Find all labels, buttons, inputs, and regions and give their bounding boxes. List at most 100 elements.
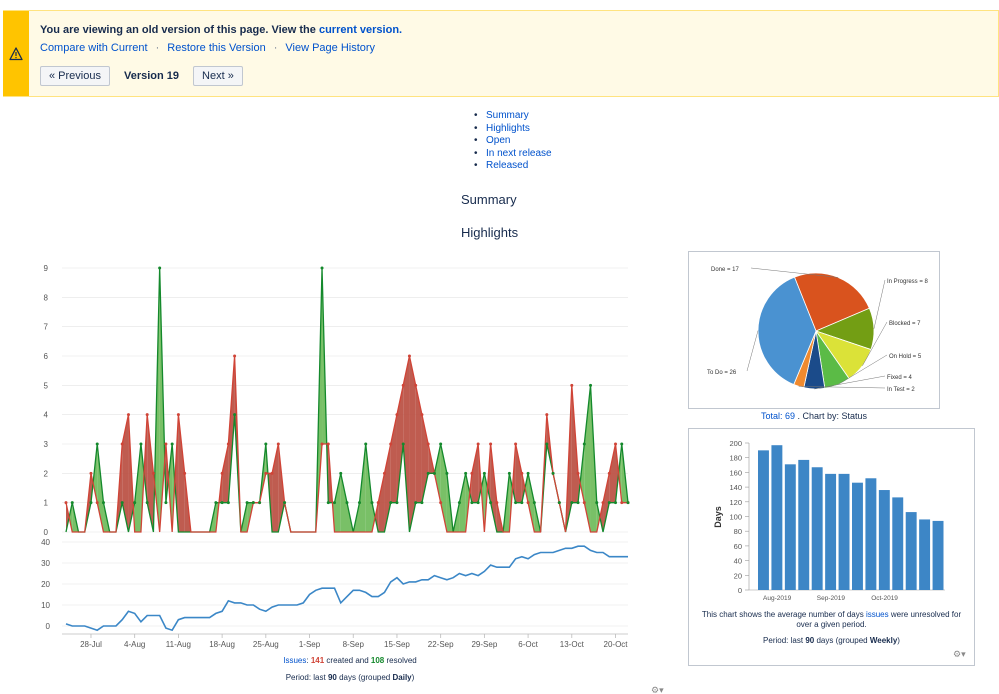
y-tick-label: 2	[44, 469, 49, 478]
created-text: created and	[326, 656, 369, 665]
y-tick-label: 100	[729, 513, 742, 522]
area-segment	[409, 356, 416, 532]
bar-chart-caption: This chart shows the average number of d…	[697, 610, 966, 630]
created-point	[389, 442, 393, 446]
view-page-history-link[interactable]: View Page History	[285, 42, 376, 54]
pie-slice-label: On Hold = 5	[889, 354, 922, 360]
banner-message: You are viewing an old version of this p…	[40, 24, 402, 36]
resolved-point	[226, 501, 230, 505]
resolved-point	[482, 471, 486, 475]
version-label: Version 19	[123, 70, 180, 82]
area-segment	[340, 473, 347, 532]
previous-version-button[interactable]: « Previous	[40, 66, 110, 86]
restore-version-link[interactable]: Restore this Version	[167, 42, 266, 54]
resolved-point	[439, 442, 443, 446]
resolved-point	[582, 442, 586, 446]
x-tick-label: 22-Sep	[428, 640, 454, 649]
bar	[798, 459, 810, 590]
y-tick-label: 3	[44, 440, 49, 449]
resolved-point	[545, 442, 549, 446]
created-point	[545, 413, 549, 417]
bar	[878, 490, 890, 590]
banner-message-text: You are viewing an old version of this p…	[40, 24, 316, 36]
resolved-point	[576, 501, 580, 505]
resolved-point	[489, 501, 493, 505]
resolved-point	[520, 501, 524, 505]
gear-icon[interactable]: ⚙▾	[651, 685, 664, 694]
area-segment	[69, 502, 73, 532]
x-tick-label: Aug-2019	[763, 595, 792, 602]
area-segment	[378, 473, 385, 532]
pie-slice-label: In Test = 2	[887, 387, 915, 393]
next-version-button[interactable]: Next »	[193, 66, 243, 86]
version-navigation: « Previous Version 19 Next »	[40, 66, 243, 86]
created-point	[145, 413, 149, 417]
toc-link-in-next-release[interactable]: In next release	[486, 147, 552, 159]
created-point	[514, 442, 518, 446]
x-tick-label: 11-Aug	[166, 640, 191, 649]
bar-caption-issues-link[interactable]: issues	[865, 610, 889, 619]
resolved-point	[233, 413, 237, 417]
pie-slice-label: To Do = 26	[707, 370, 737, 376]
current-version-link[interactable]: current version.	[318, 24, 403, 36]
created-point	[439, 501, 443, 505]
area-segment	[618, 444, 622, 503]
resolved-point	[120, 501, 124, 505]
area-segment	[184, 473, 191, 532]
area-segment	[609, 444, 616, 503]
toc-link-released[interactable]: Released	[486, 160, 529, 171]
area-segment	[528, 473, 535, 532]
y-tick-label: 40	[41, 538, 50, 547]
compare-with-current-link[interactable]: Compare with Current	[40, 42, 148, 54]
bar	[758, 450, 769, 590]
created-point	[476, 442, 480, 446]
resolved-point	[395, 501, 399, 505]
resolution-time-panel: 0 20 40 60 80 100 120 140 160 180 200 Days Aug-2019 S…	[688, 428, 975, 666]
y-tick-label: 120	[729, 498, 742, 507]
resolved-point	[283, 501, 287, 505]
area-segment	[365, 444, 372, 532]
area-segment	[584, 385, 591, 532]
x-tick-label: 1-Sep	[299, 640, 321, 649]
period-days: 90	[327, 673, 337, 682]
toc-link-highlights[interactable]: Highlights	[486, 122, 530, 134]
y-tick-label: 200	[729, 439, 742, 448]
issues-link[interactable]: Issues	[283, 656, 307, 665]
resolved-point	[89, 501, 93, 505]
resolved-point	[158, 266, 162, 270]
y-tick-label: 1	[44, 499, 49, 508]
y-tick-label: 140	[729, 483, 742, 492]
resolved-point	[476, 501, 480, 505]
resolved-point	[345, 501, 349, 505]
pie-total-link[interactable]: Total: 69	[761, 411, 795, 421]
table-of-contents: Summary Highlights Open In next release …	[474, 110, 552, 173]
area-segment	[524, 473, 529, 503]
created-point	[95, 501, 99, 505]
resolved-point	[258, 501, 262, 505]
x-tick-label: 20-Oct	[604, 640, 629, 649]
x-tick-label: 25-Aug	[253, 640, 279, 649]
area-segment	[521, 473, 525, 503]
resolved-point	[526, 471, 530, 475]
gear-icon[interactable]: ⚙▾	[953, 649, 966, 659]
area-segment	[122, 414, 129, 532]
toc-item: Highlights	[474, 123, 552, 136]
pie-slice-label: Fixed = 4	[887, 375, 913, 381]
created-point	[226, 442, 230, 446]
bar-period-mid: days (grouped	[816, 636, 868, 645]
unresolved-trend-line	[65, 545, 628, 632]
y-tick-label: 0	[46, 622, 51, 631]
resolved-point	[326, 501, 330, 505]
area-segment	[375, 502, 379, 532]
y-tick-label: 7	[44, 323, 49, 332]
area-segment	[174, 414, 179, 532]
toc-link-open[interactable]: Open	[486, 135, 511, 146]
toc-link-summary[interactable]: Summary	[486, 110, 529, 121]
resolved-text: resolved	[386, 656, 417, 665]
created-point	[601, 501, 605, 505]
created-point	[89, 471, 93, 475]
created-point	[520, 471, 524, 475]
created-point	[414, 383, 418, 387]
resolved-point	[620, 442, 624, 446]
created-line	[65, 355, 628, 533]
